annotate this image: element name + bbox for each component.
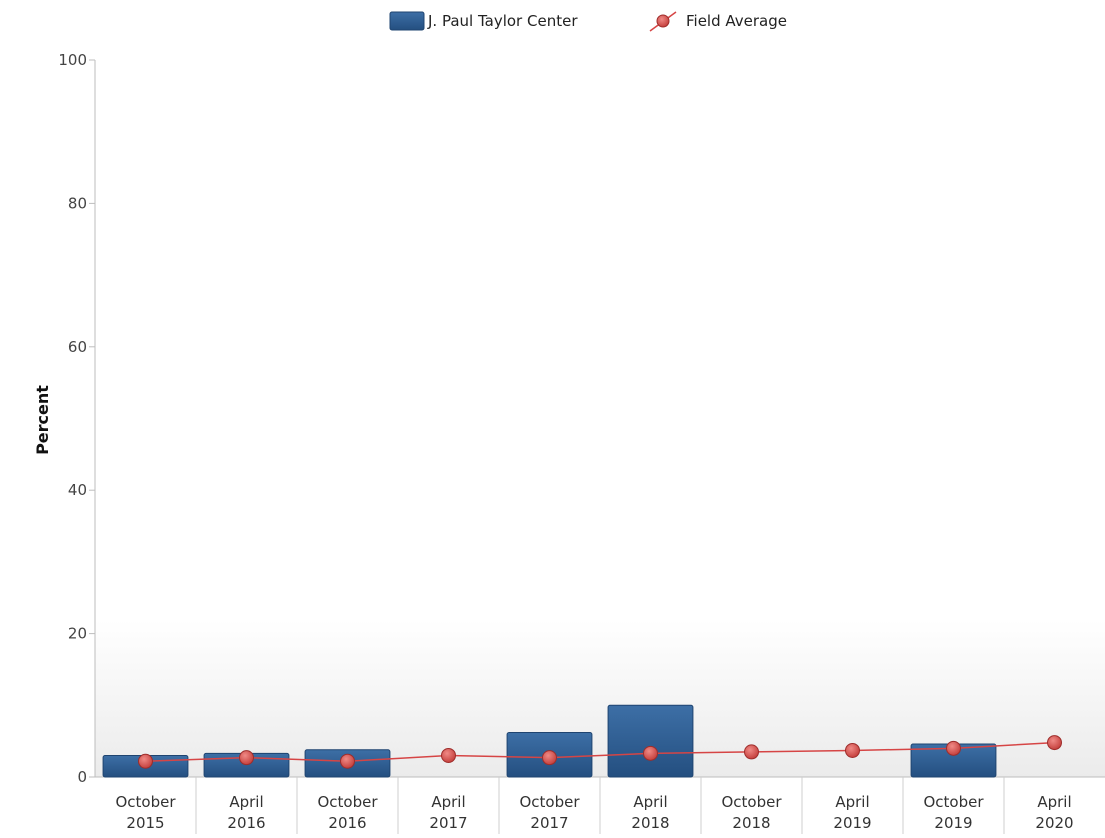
legend-bar-swatch (389, 11, 425, 31)
x-tick-label: 2019 (934, 814, 972, 832)
x-tick-label: 2018 (631, 814, 669, 832)
x-tick-label: October (115, 793, 176, 811)
x-tick-label: 2020 (1035, 814, 1073, 832)
y-tick-label: 80 (68, 194, 87, 212)
x-tick-label: April (229, 793, 263, 811)
x-tick-label: April (835, 793, 869, 811)
line-series (138, 735, 1062, 769)
x-axis: October 2015 April 2016 October 2016 April 2017… (95, 776, 1105, 834)
x-tick-label: 2015 (126, 814, 164, 832)
line-point[interactable] (845, 742, 860, 758)
legend: J. Paul Taylor Center Field Average (389, 11, 787, 32)
x-tick-label: 2016 (227, 814, 265, 832)
line-point[interactable] (1047, 735, 1062, 751)
bar[interactable] (607, 704, 694, 778)
plot-area (95, 60, 1105, 777)
y-tick-label: 100 (58, 51, 87, 69)
y-tick-label: 60 (68, 338, 87, 356)
line-point[interactable] (340, 753, 355, 769)
line-point[interactable] (643, 745, 658, 761)
x-tick-label: October (721, 793, 782, 811)
x-tick-label: 2016 (328, 814, 366, 832)
line-point[interactable] (239, 750, 254, 766)
legend-bar-label: J. Paul Taylor Center (427, 12, 578, 30)
line-point[interactable] (441, 747, 456, 763)
x-tick-label: April (1037, 793, 1071, 811)
legend-line-label: Field Average (686, 12, 787, 30)
legend-item-line[interactable]: Field Average (649, 11, 787, 32)
x-tick-label: October (519, 793, 580, 811)
line-point[interactable] (542, 750, 557, 766)
y-tick-label: 20 (68, 625, 87, 643)
legend-item-bars[interactable]: J. Paul Taylor Center (389, 11, 578, 31)
x-tick-label: October (317, 793, 378, 811)
x-tick-label: 2018 (732, 814, 770, 832)
field-average-line (145, 741, 1055, 762)
line-point[interactable] (946, 740, 961, 756)
y-tick-label: 0 (77, 768, 87, 786)
y-tick-label: 40 (68, 481, 87, 499)
x-tick-label: 2017 (429, 814, 467, 832)
y-axis: 0 20 40 60 80 100 (58, 51, 96, 786)
line-point[interactable] (744, 744, 759, 760)
x-tick-label: April (431, 793, 465, 811)
x-tick-label: 2017 (530, 814, 568, 832)
line-point[interactable] (138, 753, 153, 769)
x-tick-label: 2019 (833, 814, 871, 832)
x-tick-label: April (633, 793, 667, 811)
x-tick-label: October (923, 793, 984, 811)
y-axis-title: Percent (33, 385, 52, 455)
legend-line-marker (656, 14, 670, 28)
